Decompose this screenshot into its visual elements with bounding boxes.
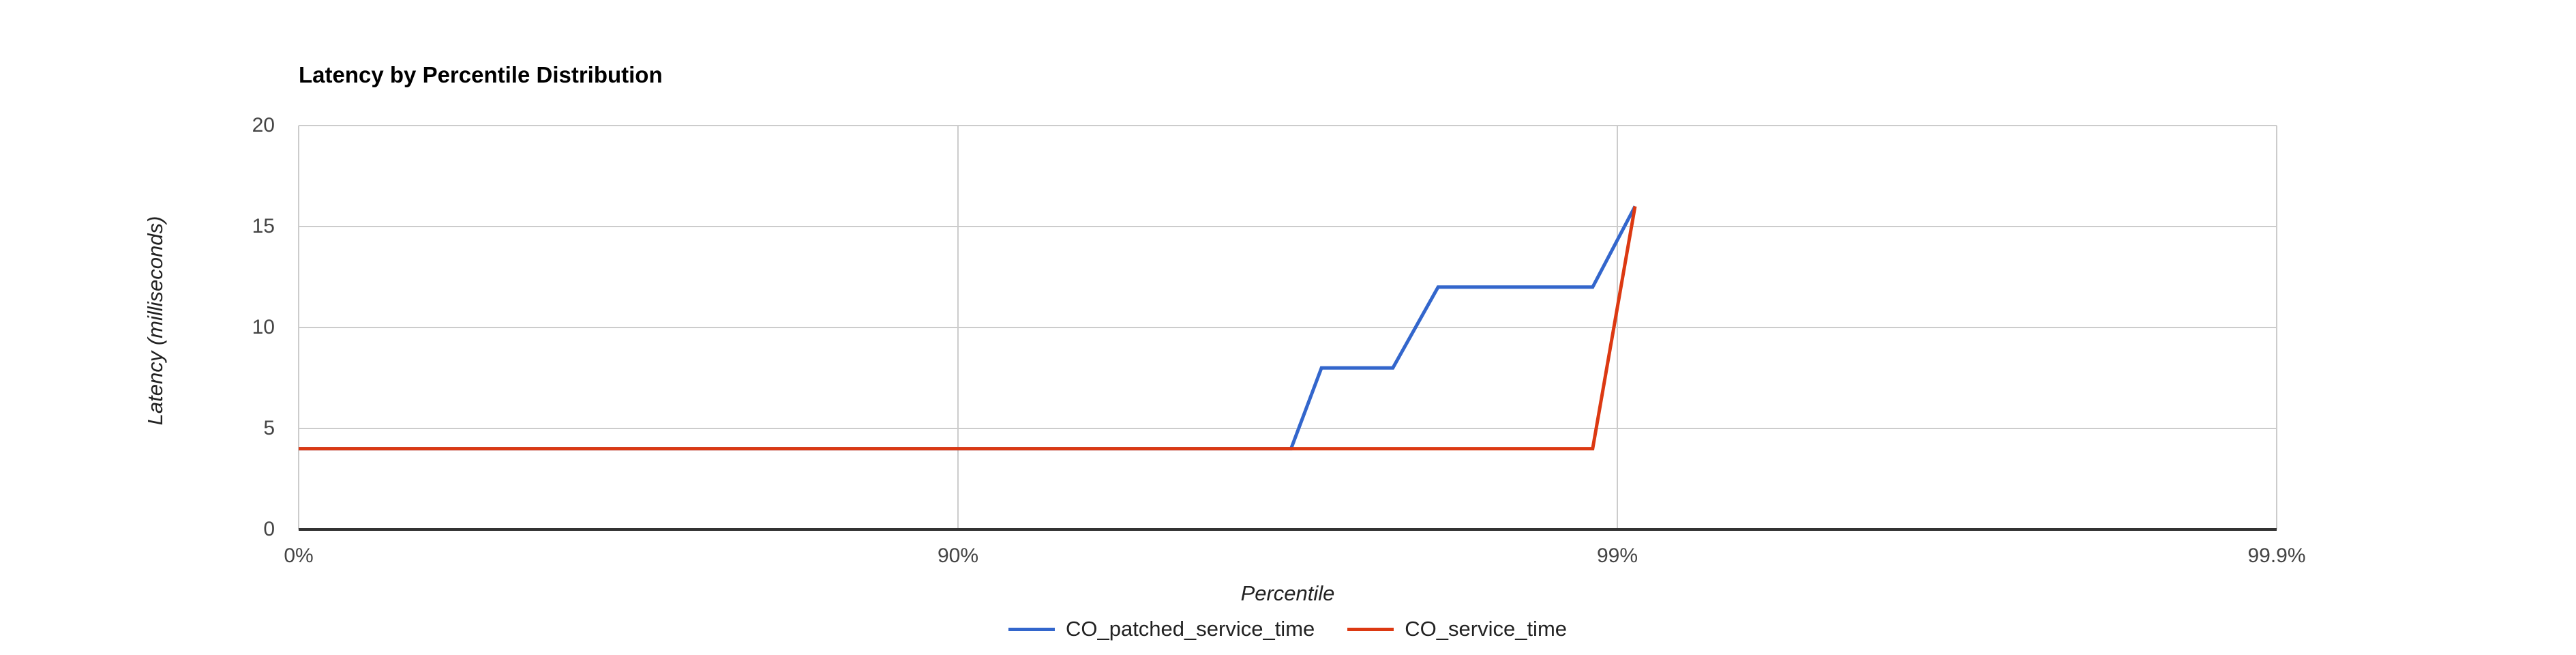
legend-item-service: CO_service_time	[1347, 617, 1567, 641]
x-tick-label-99.9%: 99.9%	[2247, 544, 2306, 567]
y-tick-label-0: 0	[263, 518, 275, 540]
y-tick-label-20: 20	[252, 114, 275, 136]
legend: CO_patched_service_time CO_service_time	[299, 613, 2277, 645]
chart-title: Latency by Percentile Distribution	[299, 62, 663, 87]
x-tick-label-0%: 0%	[284, 544, 314, 567]
legend-item-patched: CO_patched_service_time	[1008, 617, 1315, 641]
y-tick-label-15: 15	[252, 215, 275, 237]
legend-swatch-red-line	[1347, 627, 1394, 631]
x-tick-label-99%: 99%	[1596, 544, 1638, 567]
legend-swatch-blue-line	[1008, 627, 1055, 631]
series-line-CO_service_time	[299, 205, 1637, 451]
x-axis-title: Percentile	[1240, 581, 1335, 605]
y-tick-label-5: 5	[263, 417, 275, 439]
legend-label-service: CO_service_time	[1405, 617, 1568, 641]
legend-label-patched: CO_patched_service_time	[1065, 617, 1315, 641]
y-tick-label-10: 10	[252, 316, 275, 338]
x-tick-label-90%: 90%	[937, 544, 979, 567]
